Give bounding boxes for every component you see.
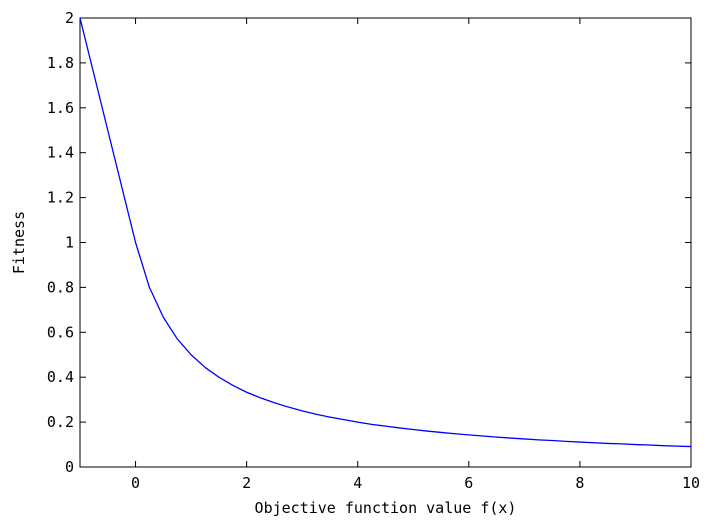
y-tick-label: 0.4	[47, 368, 74, 386]
y-tick-label: 1.4	[47, 144, 74, 162]
x-tick-label: 6	[464, 474, 473, 492]
x-axis-label: Objective function value f(x)	[255, 499, 517, 517]
y-tick-label: 2	[65, 9, 74, 27]
plot-area: 0 2 4 6 8 10 0 0.2 0.4 0.6 0.8 1 1.2 1.4 1.6 1.8 2	[47, 9, 700, 492]
y-tick-label: 1.6	[47, 99, 74, 117]
y-tick-label: 1	[65, 234, 74, 252]
y-tick-label: 0.2	[47, 413, 74, 431]
x-tick-label: 10	[682, 474, 700, 492]
x-tick-label: 2	[242, 474, 251, 492]
y-tick-label: 1.8	[47, 54, 74, 72]
x-tick-label: 0	[131, 474, 140, 492]
y-tick-label: 0	[65, 458, 74, 476]
x-tick-label: 8	[575, 474, 584, 492]
y-tick-label: 0.6	[47, 323, 74, 341]
fitness-curve	[79, 17, 692, 448]
y-tick-label: 0.8	[47, 278, 74, 296]
x-tick-label: 4	[353, 474, 362, 492]
y-tick-label: 1.2	[47, 189, 74, 207]
y-axis-label: Fitness	[10, 211, 28, 274]
